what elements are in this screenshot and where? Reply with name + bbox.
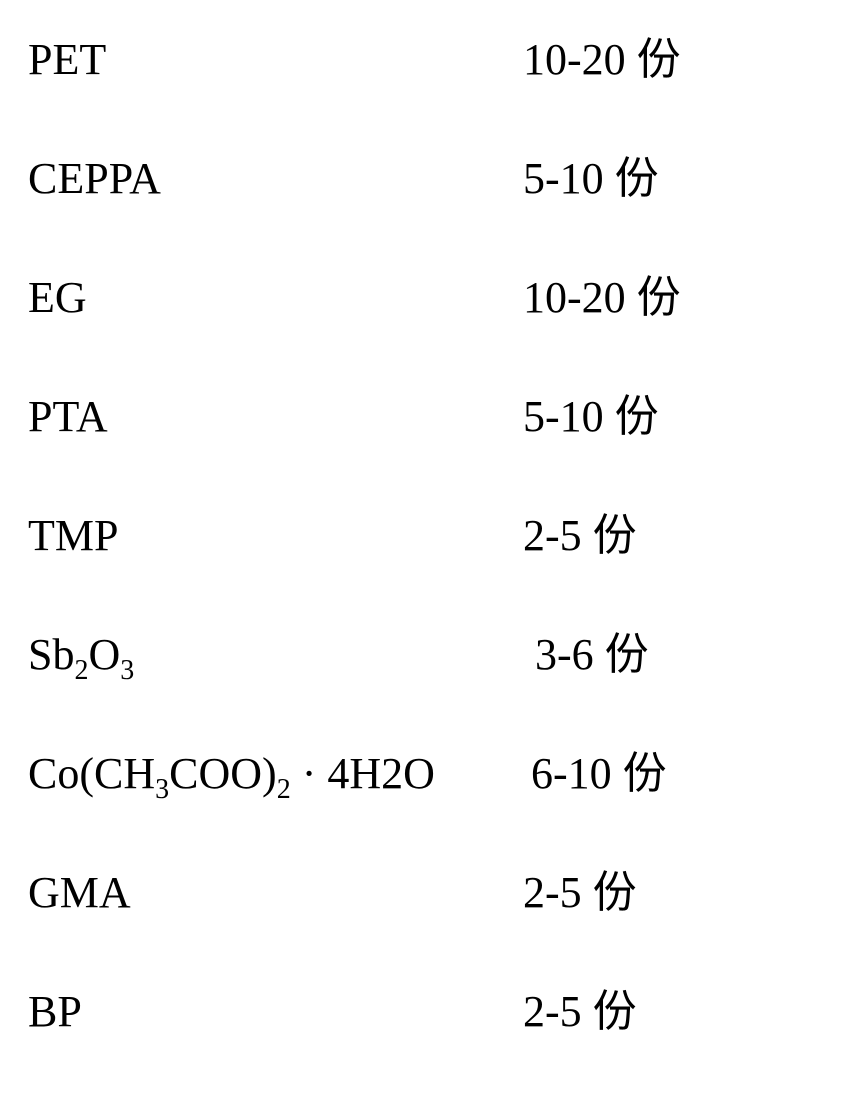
amount-value: 5-10 [523, 392, 604, 441]
amount-unit: 份 [623, 749, 667, 798]
amount-value: 10-20 [523, 273, 626, 322]
ingredient-label: TMP [0, 514, 523, 558]
ingredient-label: Sb2O3 [0, 633, 523, 677]
composition-row: CEPPA 5-10 份 [0, 157, 852, 276]
amount-value: 3-6 [535, 630, 594, 679]
amount-value: 2-5 [523, 511, 582, 560]
amount-unit: 份 [605, 630, 649, 679]
amount-value: 2-5 [523, 868, 582, 917]
ingredient-label: EG [0, 276, 523, 320]
composition-row: BP 2-5 份 [0, 990, 852, 1109]
ingredient-amount: 10-20 份 [523, 38, 681, 82]
amount-value: 2-5 [523, 987, 582, 1036]
ingredient-amount: 3-6 份 [523, 633, 649, 677]
composition-row: EG 10-20 份 [0, 276, 852, 395]
composition-row: PTA 5-10 份 [0, 395, 852, 514]
ingredient-amount: 10-20 份 [523, 276, 681, 320]
composition-row: TMP 2-5 份 [0, 514, 852, 633]
amount-unit: 份 [615, 154, 659, 203]
ingredient-amount: 2-5 份 [523, 990, 637, 1034]
amount-unit: 份 [593, 987, 637, 1036]
ingredient-label: GMA [0, 871, 523, 915]
ingredient-amount: 5-10 份 [523, 157, 659, 201]
ingredient-label: CEPPA [0, 157, 523, 201]
ingredient-amount: 6-10 份 [523, 752, 667, 796]
ingredient-label: PTA [0, 395, 523, 439]
amount-value: 5-10 [523, 154, 604, 203]
amount-unit: 份 [637, 35, 681, 84]
ingredient-amount: 5-10 份 [523, 395, 659, 439]
ingredient-label: BP [0, 990, 523, 1034]
ingredient-label: Co(CH3COO)2 · 4H2O [0, 752, 523, 796]
composition-list: PET 10-20 份 CEPPA 5-10 份 EG 10-20 份 PTA … [0, 0, 852, 1118]
ingredient-amount: 2-5 份 [523, 514, 637, 558]
composition-row: PET 10-20 份 [0, 38, 852, 157]
amount-unit: 份 [593, 511, 637, 560]
composition-row: GMA 2-5 份 [0, 871, 852, 990]
ingredient-amount: 2-5 份 [523, 871, 637, 915]
amount-value: 6-10 [531, 749, 612, 798]
composition-row: Co(CH3COO)2 · 4H2O 6-10 份 [0, 752, 852, 871]
amount-unit: 份 [615, 392, 659, 441]
amount-unit: 份 [593, 868, 637, 917]
amount-unit: 份 [637, 273, 681, 322]
ingredient-label: PET [0, 38, 523, 82]
composition-row: Sb2O3 3-6 份 [0, 633, 852, 752]
amount-value: 10-20 [523, 35, 626, 84]
